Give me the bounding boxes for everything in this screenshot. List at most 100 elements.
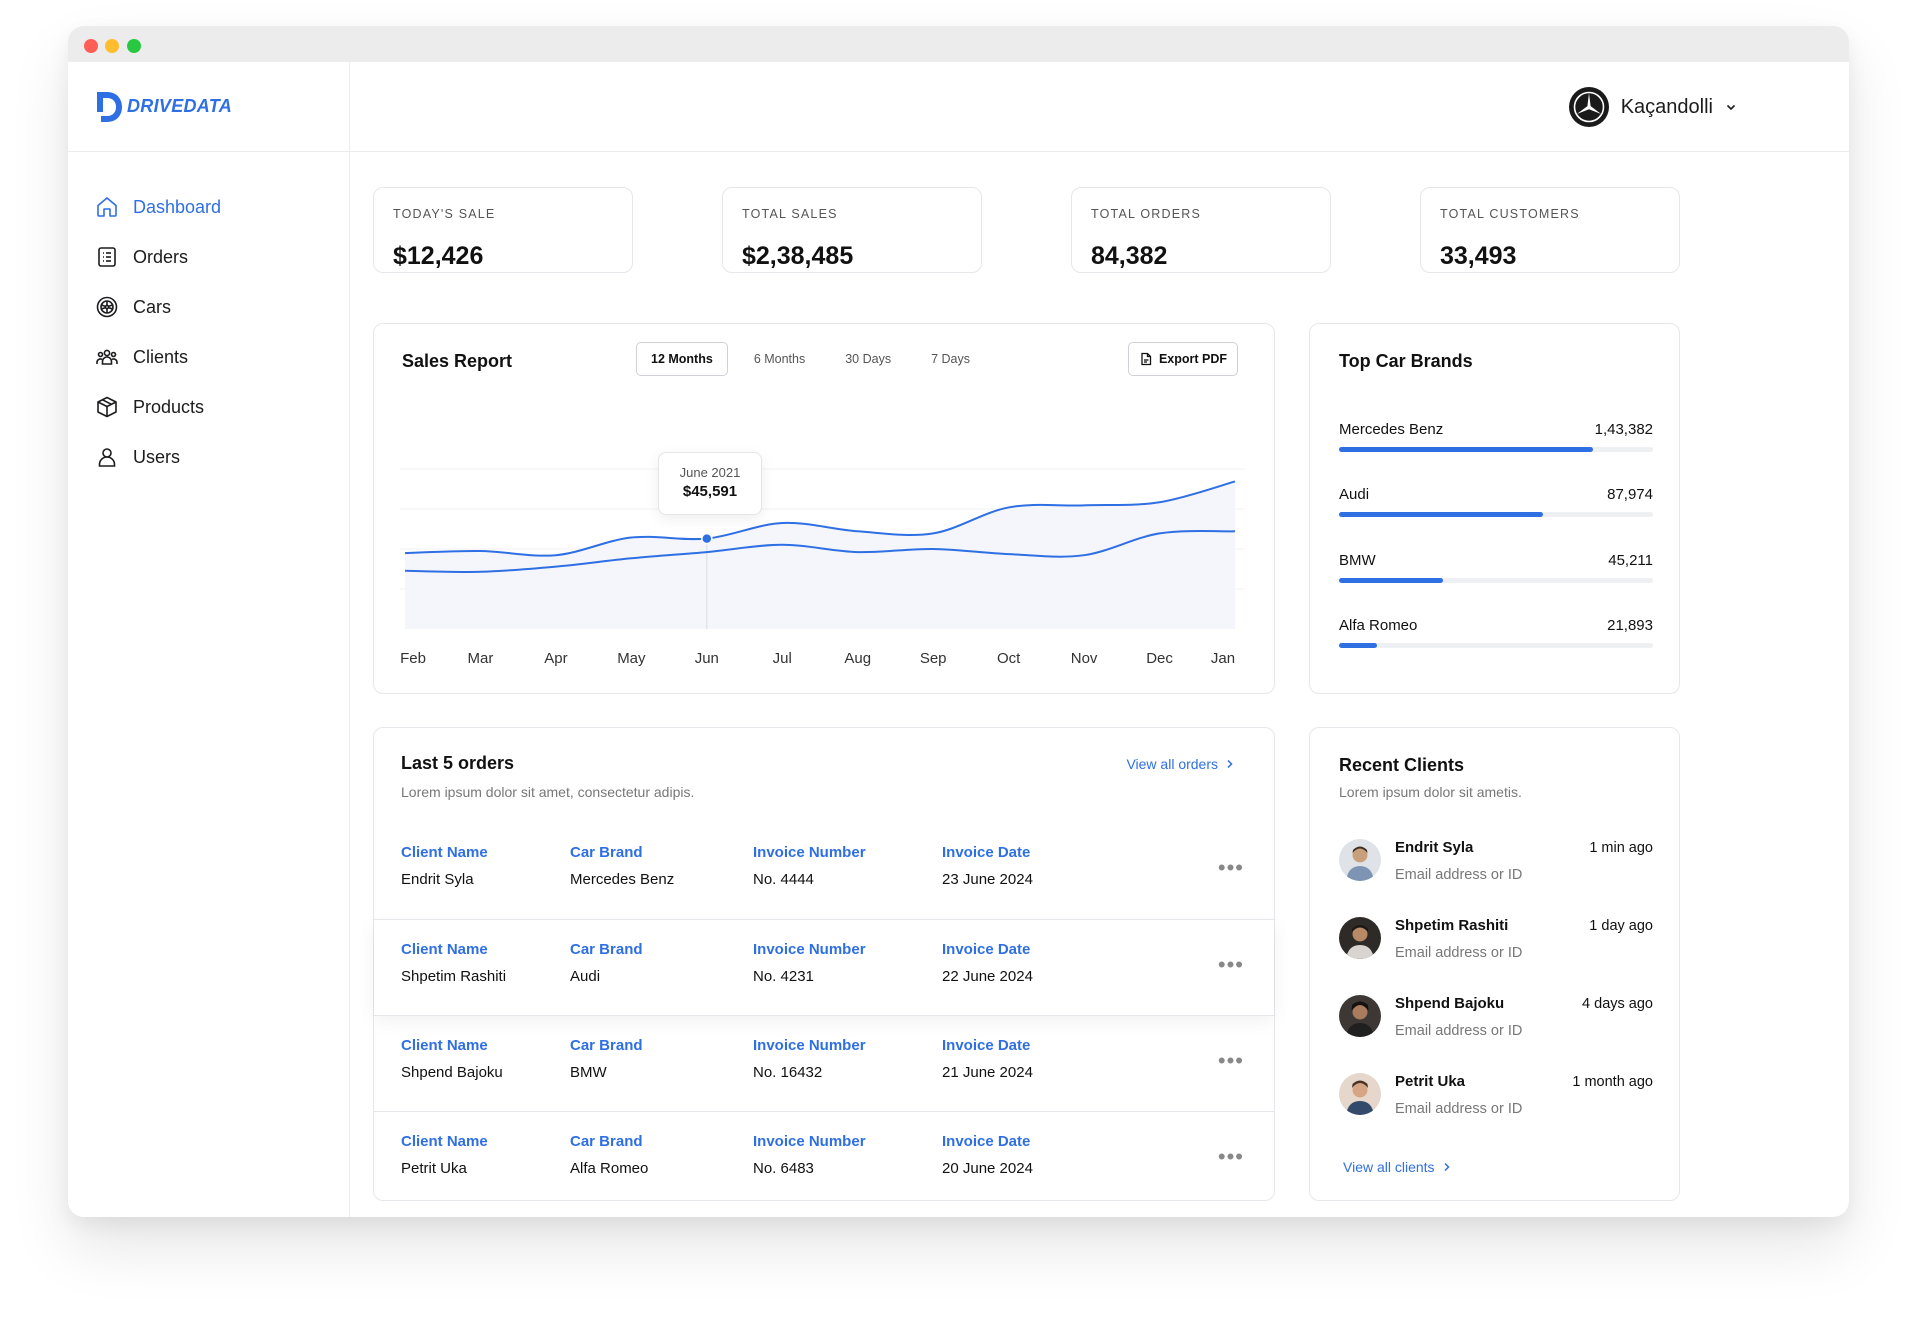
view-all-orders-label: View all orders <box>1126 756 1218 772</box>
column-header: Car Brand <box>570 1133 643 1150</box>
x-tick-label: Apr <box>544 650 568 667</box>
cell-value: 23 June 2024 <box>942 871 1033 888</box>
recent-clients-subtitle: Lorem ipsum dolor sit ametis. <box>1339 784 1522 800</box>
x-tick-label: Feb <box>400 650 426 667</box>
minimize-window-button[interactable] <box>105 39 119 53</box>
export-pdf-button[interactable]: Export PDF <box>1127 342 1238 376</box>
cell-value: Audi <box>570 968 601 985</box>
table-row[interactable]: Client Name Shpend Bajoku Car Brand BMW In… <box>374 1015 1274 1111</box>
avatar <box>1339 839 1381 881</box>
stat-value: 84,382 <box>1091 242 1168 270</box>
table-row[interactable]: Client Name Endrit Syla Car Brand Mercedes… <box>374 823 1274 919</box>
chevron-down-icon <box>1726 104 1736 111</box>
cell-value: No. 4444 <box>753 871 814 888</box>
stat-card-total-customers: TOTAL CUSTOMERS 33,493 <box>1420 187 1680 273</box>
avatar <box>1339 995 1381 1037</box>
app-window: DRIVEDATA Dashboard Orders Cars Clients … <box>68 26 1849 1217</box>
cell-value: Endrit Syla <box>401 871 474 888</box>
sales-line-chart <box>400 468 1245 629</box>
sidebar-item-users[interactable]: Users <box>68 432 349 482</box>
sidebar-item-label: Cars <box>133 296 172 317</box>
view-all-orders-link[interactable]: View all orders <box>1126 756 1234 772</box>
brand-name: Mercedes Benz <box>1339 421 1444 438</box>
stat-card-total-sales: TOTAL SALES $2,38,485 <box>722 187 982 273</box>
brand-value: 21,893 <box>1607 617 1653 634</box>
cell-value: No. 16432 <box>753 1064 823 1081</box>
list-icon <box>98 247 116 267</box>
table-row[interactable]: Client Name Shpetim Rashiti Car Brand Audi… <box>374 919 1274 1015</box>
cell-client: Client Name Shpetim Rashiti <box>401 941 506 985</box>
top-bar: Kaçandolli <box>350 62 1849 152</box>
client-name: Petrit Uka <box>1395 1073 1466 1090</box>
tab-12-months[interactable]: 12 Months <box>636 342 728 376</box>
series-area <box>405 481 1235 629</box>
x-tick-label: May <box>617 650 646 667</box>
sidebar-item-products[interactable]: Products <box>68 382 349 432</box>
cell-client: Client Name Endrit Syla <box>401 844 488 888</box>
brand-name: Audi <box>1339 486 1370 503</box>
column-header: Car Brand <box>570 844 643 861</box>
client-time: 1 month ago <box>1572 1074 1653 1090</box>
title-bar <box>68 26 1849 62</box>
sidebar-item-label: Users <box>133 446 181 467</box>
brand-bar-fill <box>1339 643 1377 648</box>
stat-value: $12,426 <box>393 242 484 270</box>
client-item[interactable]: Shpend Bajoku Email address or ID 4 days… <box>1339 995 1653 1055</box>
cell-invoice: Invoice Number No. 16432 <box>753 1037 866 1081</box>
brand-value: 45,211 <box>1608 552 1653 569</box>
view-all-clients-link[interactable]: View all clients <box>1343 1159 1451 1175</box>
export-pdf-label: Export PDF <box>1158 352 1227 366</box>
client-item[interactable]: Endrit Syla Email address or ID 1 min ag… <box>1339 839 1653 899</box>
client-name: Endrit Syla <box>1395 839 1474 856</box>
table-row[interactable]: Client Name Petrit Uka Car Brand Alfa Rome… <box>374 1111 1274 1207</box>
wheel-icon <box>96 296 118 318</box>
home-icon <box>97 197 117 217</box>
brand-bar-track <box>1339 447 1653 452</box>
more-options-icon[interactable]: ••• <box>1217 952 1244 977</box>
orders-card: Last 5 orders Lorem ipsum dolor sit amet… <box>373 727 1275 1201</box>
user-menu[interactable]: Kaçandolli <box>1568 87 1737 127</box>
client-time: 1 day ago <box>1589 918 1653 934</box>
more-options-icon[interactable]: ••• <box>1217 1144 1244 1169</box>
sidebar-item-orders[interactable]: Orders <box>68 232 349 282</box>
brand-name: Alfa Romeo <box>1339 617 1418 634</box>
box-icon <box>97 396 117 418</box>
sidebar-item-clients[interactable]: Clients <box>68 332 349 382</box>
view-all-clients-label: View all clients <box>1343 1159 1435 1175</box>
maximize-window-button[interactable] <box>127 39 141 53</box>
cell-value: Petrit Uka <box>401 1160 467 1177</box>
cell-invoice: Invoice Number No. 6483 <box>753 1133 866 1177</box>
x-tick-label: Sep <box>919 650 947 667</box>
highlight-point <box>701 532 713 545</box>
more-options-icon[interactable]: ••• <box>1217 1048 1244 1073</box>
series-line-1 <box>404 480 1236 557</box>
column-header: Car Brand <box>570 941 643 958</box>
client-item[interactable]: Shpetim Rashiti Email address or ID 1 da… <box>1339 917 1653 977</box>
client-item[interactable]: Petrit Uka Email address or ID 1 month a… <box>1339 1073 1653 1133</box>
cell-value: No. 4231 <box>753 968 814 985</box>
close-window-button[interactable] <box>84 39 98 53</box>
sidebar-item-cars[interactable]: Cars <box>68 282 349 332</box>
stat-label: TODAY'S SALE <box>393 207 496 221</box>
sidebar: DRIVEDATA Dashboard Orders Cars Clients … <box>68 62 350 1217</box>
cell-value: Shpetim Rashiti <box>401 968 507 985</box>
client-subtitle: Email address or ID <box>1395 867 1523 883</box>
tab-30-days[interactable]: 30 Days <box>845 352 892 366</box>
column-header: Client Name <box>401 844 488 861</box>
tab-6-months[interactable]: 6 Months <box>753 352 806 366</box>
tab-7-days[interactable]: 7 Days <box>931 352 970 366</box>
cell-value: BMW <box>570 1064 607 1081</box>
sales-report-title: Sales Report <box>402 351 513 371</box>
column-header: Invoice Number <box>753 1037 866 1054</box>
stat-value: 33,493 <box>1440 242 1517 270</box>
brand-row-bmw: BMW 45,211 <box>1339 552 1653 592</box>
sidebar-item-dashboard[interactable]: Dashboard <box>68 182 349 232</box>
client-time: 1 min ago <box>1589 840 1653 856</box>
brand-logo[interactable]: DRIVEDATA <box>68 62 349 152</box>
more-options-icon[interactable]: ••• <box>1217 855 1244 880</box>
user-name: Kaçandolli <box>1620 95 1713 118</box>
column-header: Invoice Number <box>753 844 866 861</box>
brand-bar-track <box>1339 578 1653 583</box>
cell-client: Client Name Shpend Bajoku <box>401 1037 503 1081</box>
cell-invoice: Invoice Number No. 4444 <box>753 844 866 888</box>
